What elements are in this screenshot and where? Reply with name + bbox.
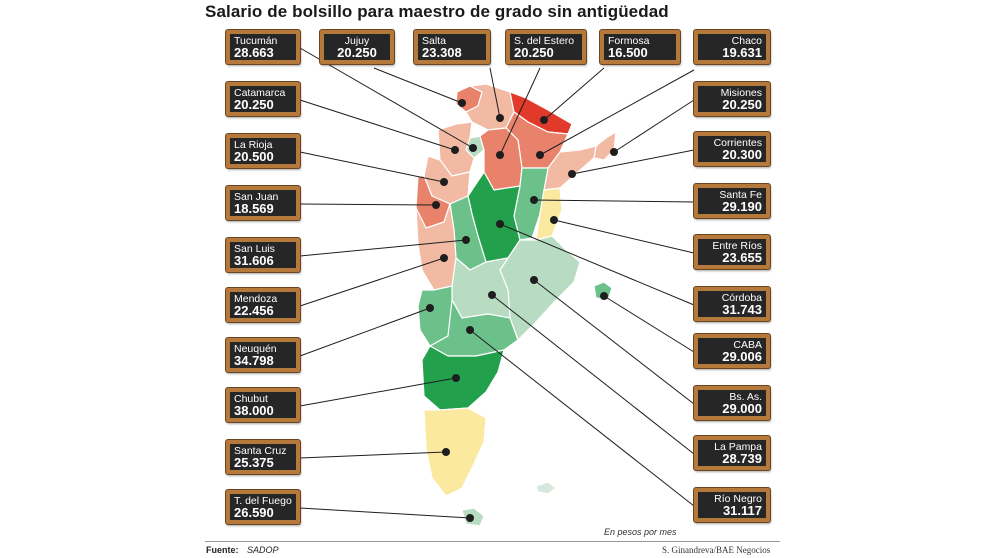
board-neuquen: Neuquén 34.798 (226, 338, 300, 372)
board-name: San Luis (234, 243, 275, 255)
board-name: T. del Fuego (234, 495, 292, 507)
board-bsas: Bs. As. 29.000 (694, 386, 770, 420)
board-value: 18.569 (234, 201, 274, 216)
units-note: En pesos por mes (604, 527, 677, 537)
board-sdelestero: S. del Estero 20.250 (506, 30, 586, 64)
board-misiones: Misiones 20.250 (694, 82, 770, 116)
board-name: Corrientes (713, 137, 762, 149)
board-salta: Salta 23.308 (414, 30, 490, 64)
board-value: 31.117 (722, 503, 762, 518)
board-value: 34.798 (234, 353, 274, 368)
board-name: CABA (733, 339, 762, 351)
board-sanjuan: San Juan 18.569 (226, 186, 300, 220)
board-rionegro: Río Negro 31.117 (694, 488, 770, 522)
board-santafe: Santa Fe 29.190 (694, 184, 770, 218)
malvinas-islands (535, 481, 557, 495)
board-value: 28.663 (234, 45, 274, 60)
board-name: S. del Estero (514, 35, 575, 47)
board-value: 29.190 (722, 199, 762, 214)
board-value: 20.500 (234, 149, 274, 164)
province-misiones (593, 131, 617, 161)
footer-divider (205, 541, 780, 542)
board-name: Jujuy (344, 35, 370, 47)
board-jujuy: Jujuy 20.250 (320, 30, 394, 64)
board-chubut: Chubut 38.000 (226, 388, 300, 422)
board-value: 23.655 (722, 250, 762, 265)
board-name: Tucumán (234, 35, 278, 47)
board-name: Río Negro (714, 493, 762, 505)
board-chaco: Chaco 19.631 (694, 30, 770, 64)
leader-lines (299, 47, 695, 519)
board-name: La Pampa (714, 441, 762, 453)
board-value: 23.308 (422, 45, 462, 60)
province-chubut (421, 345, 505, 411)
board-tucuman: Tucumán 28.663 (226, 30, 300, 64)
board-value: 26.590 (234, 505, 274, 520)
board-name: Santa Cruz (234, 445, 287, 457)
board-cordoba: Córdoba 31.743 (694, 287, 770, 321)
board-caba: CABA 29.006 (694, 334, 770, 368)
province-lapampa (451, 257, 511, 319)
board-name: Misiones (720, 87, 762, 99)
board-name: Mendoza (234, 293, 278, 305)
board-lapampa: La Pampa 28.739 (694, 436, 770, 470)
board-larioja: La Rioja 20.500 (226, 134, 300, 168)
board-value: 29.006 (722, 349, 762, 364)
board-name: San Juan (234, 191, 279, 203)
board-formosa: Formosa 16.500 (600, 30, 680, 64)
board-name: Chaco (731, 35, 762, 47)
board-name: Córdoba (721, 292, 762, 304)
board-name: Santa Fe (719, 189, 762, 201)
board-name: Bs. As. (729, 391, 762, 403)
source-label: Fuente: (206, 545, 239, 555)
board-name: Chubut (234, 393, 268, 405)
board-santacruz: Santa Cruz 25.375 (226, 440, 300, 474)
map-title: Salario de bolsillo para maestro de grad… (205, 2, 669, 21)
board-name: Catamarca (234, 87, 286, 99)
board-value: 31.606 (234, 253, 274, 268)
source-line: Fuente: SADOP (206, 545, 279, 555)
board-name: Entre Ríos (712, 240, 762, 252)
province-dots (426, 99, 618, 522)
board-name: La Rioja (234, 139, 273, 151)
board-value: 31.743 (722, 302, 762, 317)
board-value: 20.250 (337, 45, 377, 60)
board-value: 16.500 (608, 45, 648, 60)
board-name: Salta (422, 35, 446, 47)
board-corrientes: Corrientes 20.300 (694, 132, 770, 166)
board-catamarca: Catamarca 20.250 (226, 82, 300, 116)
board-sanluis: San Luis 31.606 (226, 238, 300, 272)
board-value: 20.300 (722, 147, 762, 162)
board-mendoza: Mendoza 22.456 (226, 288, 300, 322)
province-santacruz (423, 407, 487, 497)
board-value: 22.456 (234, 303, 274, 318)
board-value: 20.250 (234, 97, 274, 112)
board-value: 28.739 (722, 451, 762, 466)
board-value: 29.000 (722, 401, 762, 416)
source-value: SADOP (247, 545, 279, 555)
board-name: Formosa (608, 35, 650, 47)
board-entrerios: Entre Ríos 23.655 (694, 235, 770, 269)
board-tdelfuego: T. del Fuego 26.590 (226, 490, 300, 524)
board-value: 25.375 (234, 455, 274, 470)
credit-line: S. Ginandreva/BAE Negocios (662, 545, 771, 555)
board-value: 20.250 (514, 45, 554, 60)
board-name: Neuquén (234, 343, 277, 355)
board-value: 19.631 (722, 45, 762, 60)
board-value: 20.250 (722, 97, 762, 112)
board-value: 38.000 (234, 403, 274, 418)
